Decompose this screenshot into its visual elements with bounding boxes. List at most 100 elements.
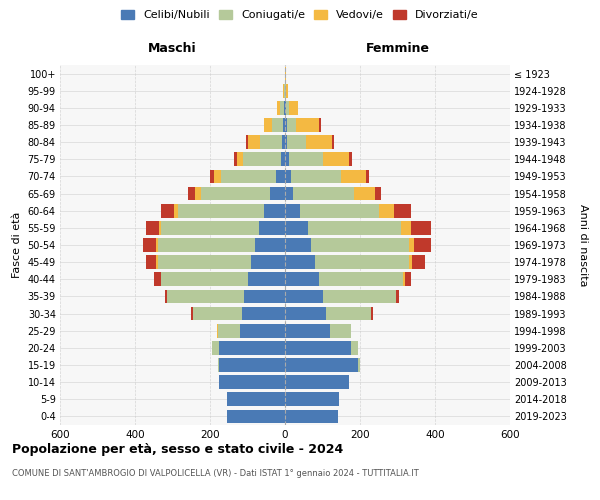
Bar: [371, 306, 373, 320]
Bar: [272, 118, 283, 132]
Bar: [350, 341, 358, 354]
Bar: [155, 256, 157, 269]
Bar: [285, 101, 286, 114]
Text: Maschi: Maschi: [148, 42, 197, 54]
Bar: [221, 170, 275, 183]
Bar: [200, 186, 270, 200]
Bar: [305, 136, 332, 149]
Bar: [365, 170, 370, 183]
Bar: [238, 152, 243, 166]
Bar: [285, 152, 289, 166]
Bar: [284, 101, 285, 114]
Bar: [191, 306, 193, 320]
Bar: [248, 136, 260, 149]
Bar: [165, 290, 167, 304]
Bar: [248, 272, 285, 286]
Bar: [285, 238, 311, 252]
Bar: [220, 376, 285, 389]
Bar: [296, 118, 319, 132]
Bar: [146, 256, 155, 269]
Bar: [287, 136, 305, 149]
Bar: [395, 290, 400, 304]
Bar: [243, 152, 281, 166]
Bar: [218, 358, 220, 372]
Bar: [285, 221, 308, 234]
Bar: [409, 238, 415, 252]
Bar: [275, 170, 285, 183]
Bar: [332, 136, 334, 149]
Text: Popolazione per età, sesso e stato civile - 2024: Popolazione per età, sesso e stato civil…: [12, 442, 343, 456]
Bar: [187, 186, 195, 200]
Text: COMUNE DI SANT'AMBROGIO DI VALPOLICELLA (VR) - Dati ISTAT 1° gennaio 2024 - TUTT: COMUNE DI SANT'AMBROGIO DI VALPOLICELLA …: [12, 469, 419, 478]
Bar: [285, 392, 340, 406]
Bar: [235, 152, 238, 166]
Bar: [155, 238, 157, 252]
Bar: [265, 204, 285, 218]
Bar: [290, 170, 341, 183]
Bar: [146, 221, 160, 234]
Bar: [285, 410, 337, 424]
Bar: [293, 186, 355, 200]
Bar: [210, 170, 214, 183]
Bar: [285, 66, 286, 80]
Bar: [285, 256, 315, 269]
Bar: [260, 136, 282, 149]
Bar: [315, 256, 409, 269]
Bar: [286, 84, 288, 98]
Bar: [240, 324, 285, 338]
Bar: [160, 221, 161, 234]
Bar: [259, 221, 285, 234]
Bar: [341, 170, 365, 183]
Legend: Celibi/Nubili, Coniugati/e, Vedovi/e, Divorziati/e: Celibi/Nubili, Coniugati/e, Vedovi/e, Di…: [117, 6, 483, 25]
Bar: [283, 84, 284, 98]
Bar: [330, 324, 350, 338]
Bar: [247, 136, 248, 149]
Bar: [412, 256, 425, 269]
Bar: [157, 256, 251, 269]
Bar: [143, 238, 155, 252]
Bar: [375, 186, 380, 200]
Bar: [227, 410, 285, 424]
Bar: [175, 204, 178, 218]
Bar: [220, 358, 285, 372]
Bar: [214, 170, 221, 183]
Bar: [349, 152, 352, 166]
Bar: [311, 238, 409, 252]
Bar: [415, 238, 431, 252]
Bar: [319, 272, 403, 286]
Bar: [220, 341, 285, 354]
Bar: [323, 290, 395, 304]
Bar: [379, 204, 394, 218]
Bar: [289, 152, 323, 166]
Bar: [178, 204, 265, 218]
Bar: [285, 186, 293, 200]
Bar: [157, 238, 255, 252]
Bar: [255, 238, 285, 252]
Bar: [326, 306, 371, 320]
Bar: [285, 118, 287, 132]
Bar: [409, 256, 412, 269]
Bar: [319, 118, 320, 132]
Bar: [161, 272, 248, 286]
Bar: [323, 152, 349, 166]
Bar: [195, 186, 200, 200]
Bar: [227, 392, 285, 406]
Bar: [300, 204, 379, 218]
Y-axis label: Fasce di età: Fasce di età: [12, 212, 22, 278]
Bar: [282, 136, 285, 149]
Bar: [212, 341, 220, 354]
Bar: [286, 101, 289, 114]
Bar: [285, 324, 330, 338]
Bar: [285, 376, 349, 389]
Bar: [281, 152, 285, 166]
Bar: [285, 306, 326, 320]
Bar: [251, 256, 285, 269]
Bar: [401, 221, 410, 234]
Bar: [403, 272, 405, 286]
Bar: [394, 204, 410, 218]
Bar: [270, 186, 285, 200]
Bar: [285, 290, 323, 304]
Bar: [285, 136, 287, 149]
Text: Femmine: Femmine: [365, 42, 430, 54]
Bar: [277, 101, 280, 114]
